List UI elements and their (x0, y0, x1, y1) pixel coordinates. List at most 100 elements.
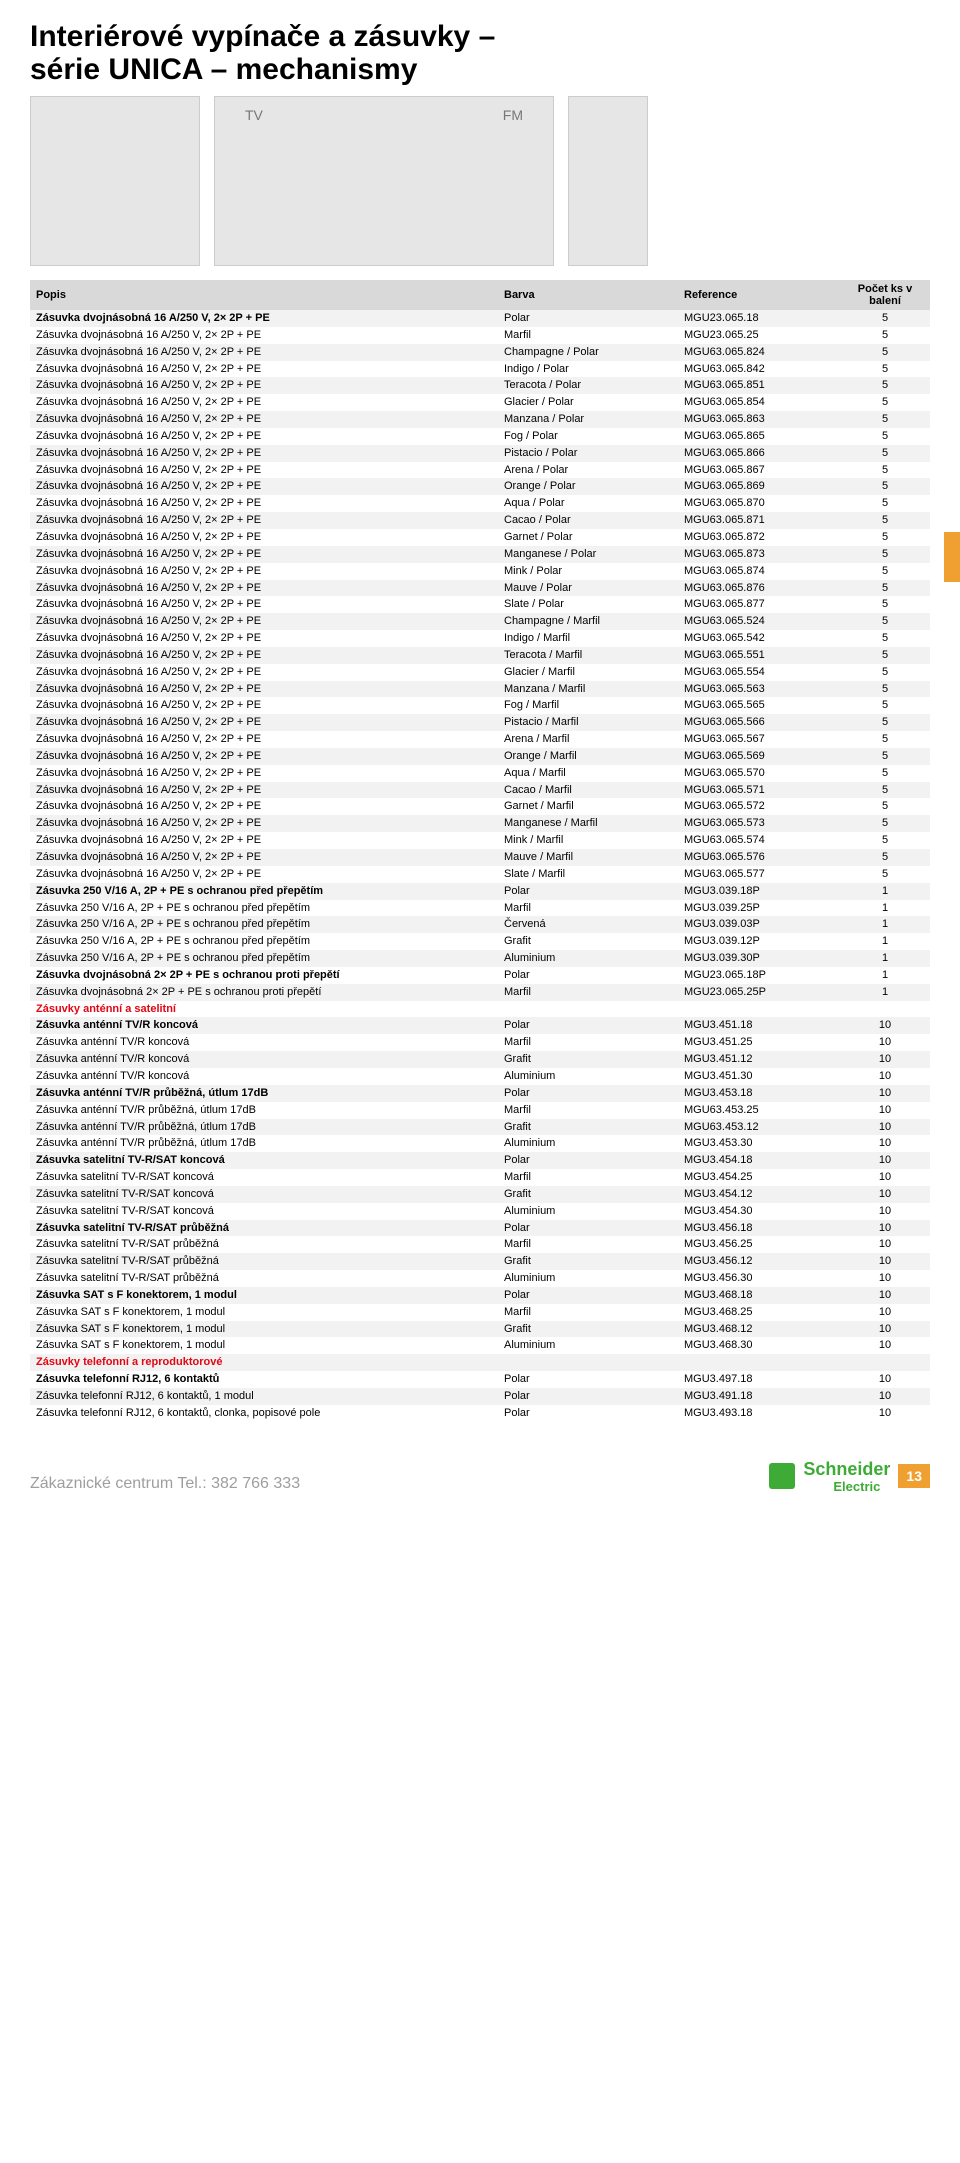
cell-ref: MGU63.065.866 (678, 445, 840, 462)
table-row: Zásuvka dvojnásobná 16 A/250 V, 2× 2P + … (30, 681, 930, 698)
cell-popis: Zásuvka SAT s F konektorem, 1 modul (30, 1321, 498, 1338)
title-line1: Interiérové vypínače a zásuvky – (30, 20, 495, 53)
page-title: Interiérové vypínače a zásuvky – série U… (30, 20, 930, 86)
cell-ref (678, 1001, 840, 1018)
cell-ref: MGU63.065.524 (678, 613, 840, 630)
cell-ks: 10 (840, 1321, 930, 1338)
table-row: Zásuvky telefonní a reproduktorové (30, 1354, 930, 1371)
cell-ref: MGU3.453.18 (678, 1085, 840, 1102)
cell-ref: MGU63.065.877 (678, 596, 840, 613)
table-row: Zásuvka dvojnásobná 16 A/250 V, 2× 2P + … (30, 596, 930, 613)
cell-popis: Zásuvka dvojnásobná 16 A/250 V, 2× 2P + … (30, 462, 498, 479)
product-table: Popis Barva Reference Počet ks v balení … (30, 280, 930, 1422)
table-row: Zásuvka anténní TV/R koncováGrafitMGU3.4… (30, 1051, 930, 1068)
table-row: Zásuvka dvojnásobná 16 A/250 V, 2× 2P + … (30, 782, 930, 799)
cell-popis: Zásuvka dvojnásobná 16 A/250 V, 2× 2P + … (30, 647, 498, 664)
cell-barva: Aluminium (498, 1135, 678, 1152)
cell-ref: MGU63.065.565 (678, 697, 840, 714)
fm-label: FM (503, 107, 523, 123)
product-image-tvfm: TV FM (214, 96, 554, 266)
cell-barva: Polar (498, 1017, 678, 1034)
cell-ref: MGU23.065.25P (678, 984, 840, 1001)
table-row: Zásuvka dvojnásobná 16 A/250 V, 2× 2P + … (30, 580, 930, 597)
cell-barva: Mink / Marfil (498, 832, 678, 849)
cell-ref: MGU23.065.18P (678, 967, 840, 984)
table-row: Zásuvka SAT s F konektorem, 1 modulGrafi… (30, 1321, 930, 1338)
cell-ref: MGU3.468.30 (678, 1337, 840, 1354)
table-row: Zásuvka satelitní TV-R/SAT koncováPolarM… (30, 1152, 930, 1169)
product-image-socket (30, 96, 200, 266)
cell-barva (498, 1001, 678, 1018)
title-line2: série UNICA – mechanismy (30, 53, 417, 86)
cell-ref: MGU3.454.30 (678, 1203, 840, 1220)
cell-barva: Orange / Polar (498, 478, 678, 495)
cell-barva: Manganese / Polar (498, 546, 678, 563)
cell-ks: 10 (840, 1135, 930, 1152)
cell-popis: Zásuvka anténní TV/R koncová (30, 1017, 498, 1034)
cell-ref: MGU3.468.12 (678, 1321, 840, 1338)
cell-ks: 5 (840, 310, 930, 327)
cell-ks: 5 (840, 327, 930, 344)
cell-ref: MGU3.456.18 (678, 1220, 840, 1237)
cell-ks: 5 (840, 832, 930, 849)
cell-ref: MGU63.065.573 (678, 815, 840, 832)
cell-popis: Zásuvka dvojnásobná 16 A/250 V, 2× 2P + … (30, 664, 498, 681)
table-row: Zásuvka dvojnásobná 16 A/250 V, 2× 2P + … (30, 310, 930, 327)
cell-barva: Mauve / Polar (498, 580, 678, 597)
cell-ref: MGU63.065.871 (678, 512, 840, 529)
table-row: Zásuvka telefonní RJ12, 6 kontaktůPolarM… (30, 1371, 930, 1388)
table-row: Zásuvka dvojnásobná 2× 2P + PE s ochrano… (30, 984, 930, 1001)
cell-ref: MGU3.456.25 (678, 1236, 840, 1253)
table-row: Zásuvka dvojnásobná 16 A/250 V, 2× 2P + … (30, 664, 930, 681)
cell-popis: Zásuvka anténní TV/R průběžná, útlum 17d… (30, 1119, 498, 1136)
cell-popis: Zásuvka dvojnásobná 16 A/250 V, 2× 2P + … (30, 815, 498, 832)
cell-ref: MGU63.065.842 (678, 361, 840, 378)
cell-popis: Zásuvka dvojnásobná 16 A/250 V, 2× 2P + … (30, 512, 498, 529)
cell-barva: Indigo / Marfil (498, 630, 678, 647)
table-row: Zásuvka satelitní TV-R/SAT koncováMarfil… (30, 1169, 930, 1186)
cell-popis: Zásuvka telefonní RJ12, 6 kontaktů, clon… (30, 1405, 498, 1422)
cell-popis: Zásuvka dvojnásobná 16 A/250 V, 2× 2P + … (30, 866, 498, 883)
cell-barva: Polar (498, 1220, 678, 1237)
table-row: Zásuvka anténní TV/R koncováPolarMGU3.45… (30, 1017, 930, 1034)
page-number: 13 (898, 1464, 930, 1488)
table-row: Zásuvka dvojnásobná 16 A/250 V, 2× 2P + … (30, 462, 930, 479)
cell-popis: Zásuvka dvojnásobná 16 A/250 V, 2× 2P + … (30, 445, 498, 462)
cell-ks: 5 (840, 647, 930, 664)
cell-barva: Manganese / Marfil (498, 815, 678, 832)
cell-barva (498, 1354, 678, 1371)
cell-ref: MGU3.468.18 (678, 1287, 840, 1304)
table-row: Zásuvka dvojnásobná 16 A/250 V, 2× 2P + … (30, 361, 930, 378)
cell-ks: 5 (840, 478, 930, 495)
cell-ks (840, 1001, 930, 1018)
table-row: Zásuvka dvojnásobná 16 A/250 V, 2× 2P + … (30, 344, 930, 361)
cell-popis: Zásuvka anténní TV/R koncová (30, 1068, 498, 1085)
cell-ks: 10 (840, 1203, 930, 1220)
cell-popis: Zásuvka dvojnásobná 16 A/250 V, 2× 2P + … (30, 478, 498, 495)
cell-barva: Aluminium (498, 1203, 678, 1220)
cell-barva: Garnet / Marfil (498, 798, 678, 815)
cell-popis: Zásuvka SAT s F konektorem, 1 modul (30, 1287, 498, 1304)
table-row: Zásuvka anténní TV/R koncováMarfilMGU3.4… (30, 1034, 930, 1051)
cell-barva: Marfil (498, 1304, 678, 1321)
cell-ref: MGU3.454.18 (678, 1152, 840, 1169)
table-row: Zásuvka dvojnásobná 16 A/250 V, 2× 2P + … (30, 613, 930, 630)
cell-ks: 10 (840, 1119, 930, 1136)
cell-ks: 10 (840, 1287, 930, 1304)
cell-barva: Glacier / Polar (498, 394, 678, 411)
cell-ref: MGU63.065.873 (678, 546, 840, 563)
cell-barva: Champagne / Marfil (498, 613, 678, 630)
table-row: Zásuvka 250 V/16 A, 2P + PE s ochranou p… (30, 883, 930, 900)
cell-ks: 5 (840, 377, 930, 394)
cell-barva: Marfil (498, 1034, 678, 1051)
cell-ref: MGU63.065.569 (678, 748, 840, 765)
table-row: Zásuvka satelitní TV-R/SAT průběžnáMarfi… (30, 1236, 930, 1253)
cell-popis: Zásuvka dvojnásobná 16 A/250 V, 2× 2P + … (30, 580, 498, 597)
cell-ks: 5 (840, 344, 930, 361)
cell-popis: Zásuvka dvojnásobná 16 A/250 V, 2× 2P + … (30, 495, 498, 512)
tv-label: TV (245, 107, 263, 123)
cell-popis: Zásuvka dvojnásobná 16 A/250 V, 2× 2P + … (30, 344, 498, 361)
cell-popis: Zásuvka dvojnásobná 16 A/250 V, 2× 2P + … (30, 748, 498, 765)
cell-ref: MGU3.456.12 (678, 1253, 840, 1270)
cell-ks: 10 (840, 1068, 930, 1085)
